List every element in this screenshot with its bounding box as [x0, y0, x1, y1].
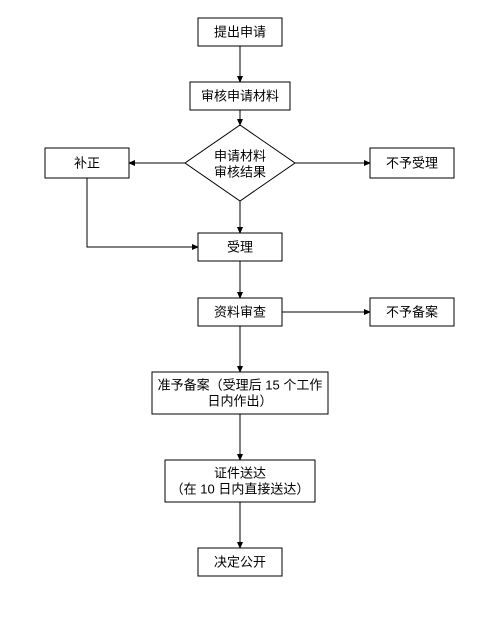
node-n9: 准予备案（受理后 15 个工作日内作出）	[152, 372, 328, 414]
flowchart-canvas: 提出申请审核申请材料申请材料审核结果补正不予受理受理资料审查不予备案准予备案（受…	[0, 0, 500, 618]
node-n10-line2: （在 10 日内直接送达）	[171, 481, 310, 496]
node-n5-label: 不予受理	[386, 155, 438, 170]
node-n6: 受理	[198, 233, 282, 261]
node-n8-label: 不予备案	[386, 304, 438, 319]
node-n8: 不予备案	[370, 298, 454, 326]
node-n1-label: 提出申请	[214, 24, 266, 39]
node-n2: 审核申请材料	[190, 82, 290, 110]
node-n4-label: 补正	[74, 155, 100, 170]
node-n2-label: 审核申请材料	[201, 88, 279, 103]
node-n7: 资料审查	[198, 298, 282, 326]
node-n3-line2: 审核结果	[214, 164, 266, 179]
node-n4: 补正	[45, 148, 129, 178]
node-n9-line2: 日内作出）	[207, 393, 272, 408]
node-n10: 证件送达（在 10 日内直接送达）	[165, 460, 315, 502]
nodes-layer: 提出申请审核申请材料申请材料审核结果补正不予受理受理资料审查不予备案准予备案（受…	[45, 18, 454, 576]
node-n10-line1: 证件送达	[214, 465, 266, 480]
node-n7-label: 资料审查	[214, 304, 266, 319]
node-n6-label: 受理	[227, 239, 253, 254]
node-n11: 决定公开	[198, 548, 282, 576]
node-n5: 不予受理	[370, 148, 454, 178]
node-n9-line1: 准予备案（受理后 15 个工作	[158, 377, 323, 392]
node-n11-label: 决定公开	[214, 554, 266, 569]
edge-n4-n6	[87, 178, 198, 247]
node-n3-line1: 申请材料	[214, 148, 266, 163]
node-n1: 提出申请	[198, 18, 282, 46]
node-n3: 申请材料审核结果	[185, 125, 295, 201]
